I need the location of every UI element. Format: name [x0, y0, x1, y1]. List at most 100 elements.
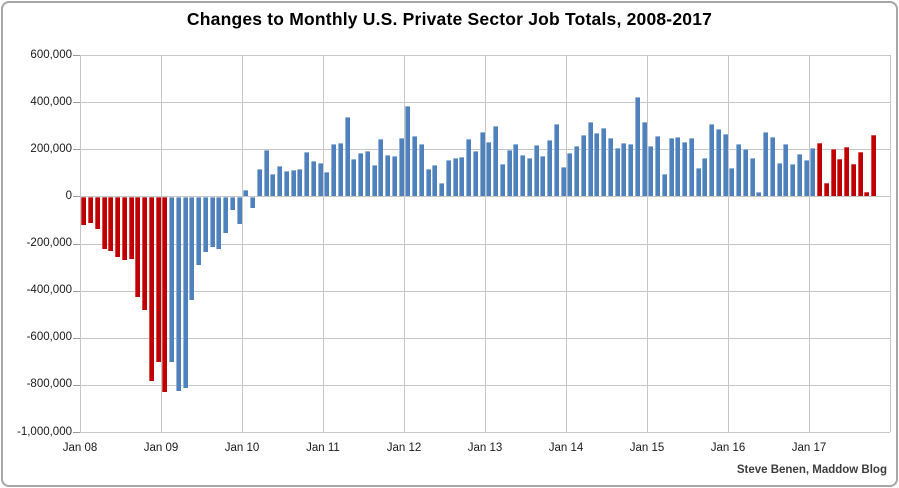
- bar-may-14: [594, 132, 600, 197]
- bar-sep-09: [216, 197, 222, 249]
- bar-mar-13: [499, 163, 505, 197]
- bar-jun-14: [601, 127, 607, 197]
- vertical-gridline: [80, 55, 81, 432]
- y-tick-label: 400,000: [30, 95, 72, 108]
- bar-may-12: [432, 165, 438, 197]
- y-axis-tick: [73, 102, 80, 104]
- bar-nov-16: [796, 154, 802, 197]
- x-tick-label: Jan 15: [629, 442, 665, 454]
- bar-mar-15: [661, 173, 667, 197]
- y-tick-label: 200,000: [30, 142, 72, 155]
- bar-jan-10: [243, 190, 249, 197]
- bar-apr-15: [668, 138, 674, 197]
- bar-dec-15: [722, 134, 728, 197]
- x-tick-label: Jan 11: [306, 442, 340, 454]
- bar-may-17: [837, 158, 843, 197]
- bar-dec-10: [317, 163, 323, 197]
- bar-feb-09: [169, 197, 175, 363]
- vertical-gridline: [404, 55, 405, 432]
- bar-dec-11: [398, 137, 404, 197]
- vertical-gridline: [161, 55, 162, 432]
- bar-nov-13: [553, 124, 559, 197]
- bar-apr-14: [587, 121, 593, 197]
- y-tick-label: -1,000,000: [17, 425, 72, 438]
- bar-oct-16: [790, 164, 796, 197]
- bar-oct-09: [223, 197, 229, 233]
- bar-jul-17: [850, 164, 856, 197]
- bar-nov-14: [634, 97, 640, 197]
- bar-sep-11: [378, 138, 384, 197]
- vertical-gridline: [566, 55, 567, 432]
- x-tick-label: Jan 08: [62, 442, 98, 454]
- bar-jun-08: [115, 197, 121, 257]
- x-tick-label: Jan 16: [710, 442, 746, 454]
- bar-feb-13: [493, 125, 499, 197]
- vertical-gridline: [647, 55, 648, 432]
- bar-sep-14: [621, 142, 627, 197]
- y-axis-tick: [73, 243, 80, 245]
- bar-oct-12: [466, 139, 472, 197]
- bar-mar-12: [418, 143, 424, 197]
- bar-may-09: [189, 197, 195, 301]
- bar-jun-11: [358, 152, 364, 197]
- bar-dec-16: [803, 160, 809, 197]
- bar-apr-13: [506, 150, 512, 197]
- bar-feb-17: [817, 142, 823, 197]
- horizontal-gridline: [80, 432, 890, 433]
- bar-sep-15: [702, 158, 708, 197]
- vertical-gridline: [728, 55, 729, 432]
- bar-jan-09: [162, 197, 168, 392]
- bar-sep-13: [540, 156, 546, 197]
- y-axis-tick: [73, 432, 80, 433]
- x-tick-label: Jan 10: [224, 442, 260, 454]
- bar-may-08: [108, 197, 114, 252]
- bar-oct-13: [547, 140, 553, 197]
- bar-may-10: [270, 173, 276, 197]
- bar-feb-15: [655, 136, 661, 197]
- bar-oct-15: [709, 123, 715, 197]
- vertical-gridline: [890, 55, 891, 432]
- bar-mar-17: [823, 182, 829, 197]
- bar-jan-14: [567, 152, 573, 197]
- bar-jan-13: [486, 141, 492, 197]
- bar-oct-14: [628, 144, 634, 197]
- bar-mar-16: [742, 149, 748, 197]
- bar-jul-16: [769, 136, 775, 197]
- bar-jul-11: [364, 151, 370, 197]
- bar-mar-14: [580, 135, 586, 197]
- y-tick-label: -400,000: [26, 284, 72, 297]
- x-tick-label: Jan 14: [548, 442, 584, 454]
- bar-feb-08: [88, 197, 94, 224]
- x-tick-label: Jan 17: [791, 442, 827, 454]
- vertical-gridline: [323, 55, 324, 432]
- y-axis-tick: [73, 384, 80, 386]
- bar-sep-16: [783, 143, 789, 197]
- y-tick-label: 0: [65, 189, 72, 202]
- bar-mar-11: [337, 142, 343, 197]
- bar-aug-12: [452, 157, 458, 197]
- bar-may-13: [513, 143, 519, 197]
- y-tick-label: -600,000: [26, 331, 72, 344]
- bar-jul-14: [607, 138, 613, 197]
- bar-mar-09: [175, 197, 181, 391]
- vertical-gridline: [485, 55, 486, 432]
- bar-mar-10: [256, 168, 262, 197]
- bar-jun-16: [763, 131, 769, 197]
- y-axis-tick: [73, 149, 80, 151]
- y-axis-tick: [73, 337, 80, 339]
- bar-jul-15: [688, 137, 694, 197]
- bar-nov-10: [310, 161, 316, 197]
- bar-oct-17: [871, 135, 877, 197]
- bar-jun-15: [682, 141, 688, 197]
- y-axis-tick: [73, 196, 80, 198]
- bar-oct-11: [385, 155, 391, 197]
- bar-jul-13: [526, 157, 532, 197]
- bar-jan-17: [810, 147, 816, 197]
- bar-sep-17: [864, 191, 870, 197]
- bar-jul-08: [121, 197, 127, 261]
- bar-jun-12: [439, 182, 445, 197]
- bar-feb-12: [412, 136, 418, 197]
- bar-jun-13: [520, 155, 526, 197]
- x-tick-label: Jan 09: [143, 442, 179, 454]
